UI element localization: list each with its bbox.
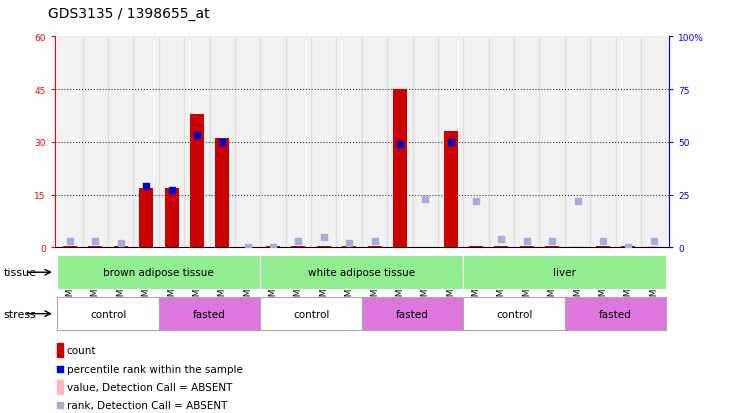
Bar [570,246,585,248]
Point [64,238,76,245]
Point [394,141,406,148]
Text: percentile rank within the sample: percentile rank within the sample [67,364,243,374]
Bar [139,188,154,248]
Point [470,198,482,205]
Bar [266,246,280,248]
Text: GDS3135 / 1398655_at: GDS3135 / 1398655_at [48,7,209,21]
Text: control: control [90,309,126,319]
Bar [342,246,356,248]
Bar [412,37,438,248]
Point [191,133,202,140]
Bar [647,246,661,248]
Bar [463,256,667,289]
Bar [56,380,63,394]
Bar [494,246,508,248]
Bar [260,297,362,330]
Bar [260,256,463,289]
Point [648,238,659,245]
Text: tissue: tissue [4,268,37,278]
Bar [590,37,616,248]
Bar [184,37,210,248]
Text: liver: liver [553,268,576,278]
Text: control: control [293,309,329,319]
Bar [616,37,641,248]
Point [140,183,152,190]
Point [268,244,279,251]
Bar [260,37,286,248]
Bar [545,246,559,248]
Bar [57,297,159,330]
Point [53,366,65,372]
Bar [565,297,667,330]
Bar [317,246,330,248]
Point [444,139,456,146]
Bar [83,37,108,248]
Bar [641,37,667,248]
Text: brown adipose tissue: brown adipose tissue [104,268,214,278]
Bar [387,37,412,248]
Bar [88,246,102,248]
Point [115,240,126,247]
Point [521,238,533,245]
Bar [164,188,178,248]
Bar [621,246,635,248]
Text: control: control [496,309,532,319]
Point [216,139,228,146]
Bar [444,132,458,248]
Text: fasted: fasted [396,309,429,319]
Bar [362,297,463,330]
Bar [596,246,610,248]
Bar [108,37,134,248]
Text: count: count [67,345,96,355]
Point [292,238,304,245]
Bar [56,344,63,357]
Bar [114,246,128,248]
Bar [311,37,336,248]
Bar [336,37,362,248]
Point [597,238,609,245]
Bar [539,37,565,248]
Text: fasted: fasted [599,309,632,319]
Bar [463,37,489,248]
Text: stress: stress [4,309,37,319]
Bar [514,37,539,248]
Bar [57,37,83,248]
Point [496,236,507,243]
Point [166,188,178,194]
Bar [469,246,483,248]
Point [572,198,583,205]
Bar [489,37,514,248]
Bar [190,114,204,248]
Bar [362,37,387,248]
Text: fasted: fasted [193,309,226,319]
Text: value, Detection Call = ABSENT: value, Detection Call = ABSENT [67,382,232,392]
Bar [63,246,77,248]
Bar [286,37,311,248]
Point [622,244,634,251]
Point [53,402,65,409]
Bar [159,297,260,330]
Point [318,234,330,240]
Bar [565,37,590,248]
Point [344,240,355,247]
Bar [368,246,382,248]
Point [420,196,431,203]
Bar [57,256,260,289]
Bar [210,37,235,248]
Bar [520,246,534,248]
Point [546,238,558,245]
Bar [235,37,260,248]
Bar [438,37,463,248]
Bar [159,37,184,248]
Point [368,238,380,245]
Point [242,244,254,251]
Text: white adipose tissue: white adipose tissue [308,268,415,278]
Text: rank, Detection Call = ABSENT: rank, Detection Call = ABSENT [67,400,227,411]
Bar [216,139,230,248]
Bar [393,90,407,248]
Point [90,238,102,245]
Bar [292,246,306,248]
Bar [134,37,159,248]
Bar [463,297,565,330]
